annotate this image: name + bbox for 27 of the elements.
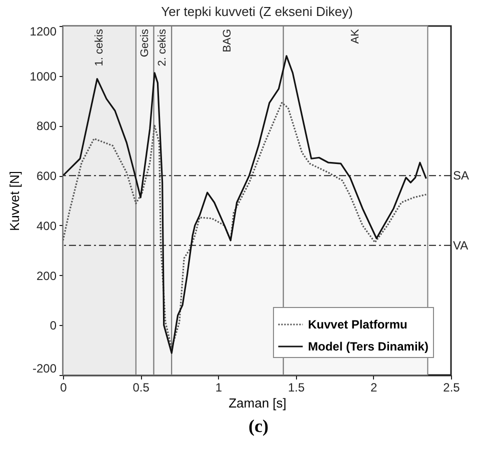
y-tick-label: -200 bbox=[32, 362, 57, 376]
legend-label: Model (Ters Dinamik) bbox=[308, 340, 428, 354]
x-tick-label: 0 bbox=[60, 380, 68, 394]
x-tick-label: 1 bbox=[215, 380, 222, 394]
y-tick-label: 0 bbox=[50, 318, 57, 333]
ref-line-label: VA bbox=[453, 238, 468, 252]
x-tick-label: 2 bbox=[370, 380, 378, 394]
y-tick-label: 1000 bbox=[30, 69, 57, 84]
chart-title: Yer tepki kuvveti (Z ekseni Dikey) bbox=[161, 4, 353, 19]
band-label: BAG bbox=[222, 29, 234, 52]
y-tick-label: 800 bbox=[36, 119, 57, 134]
band-label: 1. cekis bbox=[93, 28, 106, 66]
ref-line-label: SA bbox=[453, 168, 470, 183]
x-tick-label: 0.5 bbox=[132, 380, 150, 394]
y-tick-label: 400 bbox=[36, 218, 57, 233]
y-tick-label: 600 bbox=[36, 169, 57, 184]
band-label: Gecis bbox=[138, 28, 151, 58]
y-tick-label: 1200 bbox=[30, 24, 57, 38]
x-tick-label: 2.5 bbox=[443, 380, 460, 394]
y-tick-label: 200 bbox=[36, 268, 57, 283]
x-tick-label: 1.5 bbox=[288, 380, 305, 394]
x-axis-title: Zaman [s] bbox=[228, 396, 286, 410]
legend-label: Kuvvet Platformu bbox=[308, 318, 408, 332]
y-axis-title: Kuvvet [N] bbox=[6, 171, 22, 231]
text: (c) bbox=[248, 416, 270, 437]
band-label: AK bbox=[350, 28, 362, 44]
band-label: 2. cekis bbox=[156, 28, 169, 66]
